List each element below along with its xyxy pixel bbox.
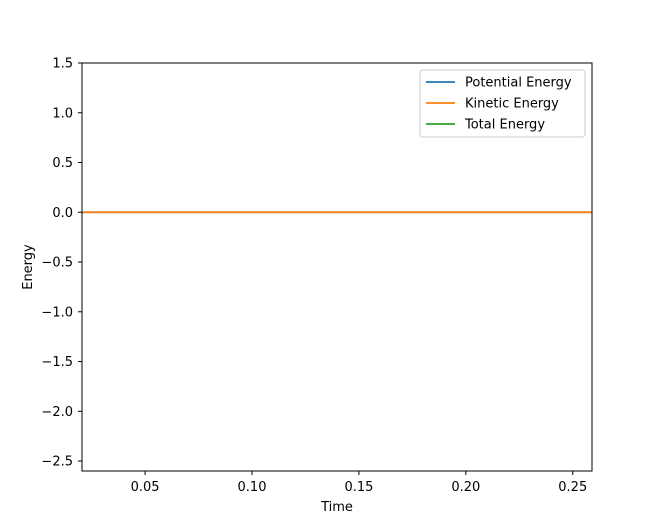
legend-box xyxy=(419,69,586,138)
y-tick-label: 1.0 xyxy=(52,106,73,121)
y-tick-label: 0.0 xyxy=(52,206,73,221)
legend-entry-1: Kinetic Energy xyxy=(465,97,559,112)
y-axis-label: Energy xyxy=(21,244,36,290)
legend-entry-2: Total Energy xyxy=(464,118,545,133)
legend-entry-0: Potential Energy xyxy=(465,76,572,91)
x-axis-ticks: 0.05 0.10 0.15 0.20 0.25 xyxy=(131,471,587,495)
y-tick-label: −1.5 xyxy=(41,355,73,370)
x-axis-label: Time xyxy=(320,500,353,515)
y-axis-ticks: 1.5 1.0 0.5 0.0 −0.5 −1.0 −1.5 −2.0 −2.5 xyxy=(41,57,82,470)
y-tick-label: −0.5 xyxy=(41,256,73,271)
y-tick-label: −1.0 xyxy=(41,305,73,320)
x-tick-label: 0.10 xyxy=(238,480,267,495)
axes-frame xyxy=(81,62,593,472)
x-tick-label: 0.25 xyxy=(558,480,587,495)
y-tick-label: 0.5 xyxy=(52,156,73,171)
y-tick-label: 1.5 xyxy=(52,57,73,72)
x-tick-label: 0.15 xyxy=(344,480,373,495)
y-tick-label: −2.5 xyxy=(41,455,73,470)
x-tick-label: 0.05 xyxy=(131,480,160,495)
y-tick-label: −2.0 xyxy=(41,405,73,420)
x-tick-label: 0.20 xyxy=(451,480,480,495)
legend: Potential Energy Kinetic Energy Total Ener… xyxy=(419,69,586,138)
